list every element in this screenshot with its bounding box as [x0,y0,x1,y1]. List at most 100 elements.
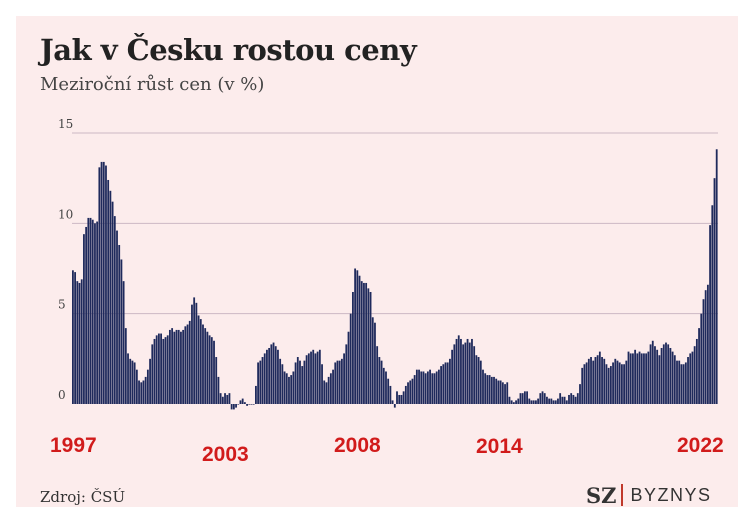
bar [85,226,88,404]
bar [219,393,222,404]
bar [468,342,471,404]
bar [376,346,379,404]
bar [241,398,244,404]
bar [543,393,546,404]
bar [91,219,94,404]
bar [162,338,165,404]
bar [144,376,147,404]
bar [702,299,705,404]
bar [695,338,698,404]
bar [135,369,138,404]
bar [563,396,566,404]
bar [109,190,112,404]
bar [270,344,273,404]
bar [100,161,103,404]
bar [627,351,630,404]
chart-card [16,16,738,507]
bar [193,297,196,404]
logo-mark: SZ [586,482,617,508]
bar [345,344,348,404]
bar [239,400,242,404]
logo-text: BYZNYS [630,484,712,505]
bar [72,270,74,404]
bar [539,393,542,404]
bar [323,380,326,404]
bar [343,353,345,404]
bar [228,393,231,404]
bar [409,380,412,404]
bar [166,335,169,404]
bar [321,364,323,404]
bar [607,367,610,404]
bar [393,404,396,408]
sz-byznys-logo: SZ BYZNYS [586,482,712,508]
bar [385,371,387,404]
bar [208,335,211,404]
bar [266,349,268,404]
bar [396,391,398,404]
bar [693,346,696,404]
bar [532,400,535,404]
bar [305,355,308,404]
bar [268,347,271,404]
year-label-1997: 1997 [50,434,97,457]
bar [120,259,123,404]
chart-title: Jak v Česku rostou ceny [40,33,417,67]
bar [451,349,454,404]
bar [138,380,140,404]
bar [616,360,619,404]
bar [340,358,343,404]
bar [327,376,330,404]
bar [462,344,465,404]
bar [404,385,407,404]
bar [435,371,438,404]
bar [497,380,500,404]
bar [380,360,383,404]
bar [479,360,482,404]
bar [155,335,158,404]
bar [175,329,178,404]
bar [680,364,683,404]
bar [378,357,381,404]
bar [182,329,185,404]
bar [517,398,520,404]
bar [199,319,202,404]
bar [391,400,394,404]
bar [673,355,676,404]
bar [281,364,284,404]
bar [78,282,81,404]
bar [283,371,286,404]
bar [204,328,207,404]
bar [371,317,374,404]
bar [74,272,77,404]
bar [446,362,449,404]
bar [314,353,317,404]
bar [169,329,171,404]
bar [548,398,551,404]
bar [510,400,513,404]
bar [715,149,718,404]
bar [382,367,385,404]
bar [272,342,275,404]
bar [475,355,478,404]
bar [713,178,716,404]
bar [541,391,544,404]
bar [122,281,125,404]
bar [105,165,107,404]
bar [499,380,502,404]
bar [118,245,121,404]
bar [294,362,297,404]
bar [96,221,99,404]
bar [426,371,429,404]
bar [625,360,628,404]
bar [687,357,689,404]
bar [667,344,670,404]
bar [632,353,634,404]
bar [552,400,555,404]
bar [349,313,352,404]
bar [596,355,599,404]
bar [658,355,661,404]
bar [460,338,462,404]
bar [433,373,436,404]
bar [535,400,537,404]
